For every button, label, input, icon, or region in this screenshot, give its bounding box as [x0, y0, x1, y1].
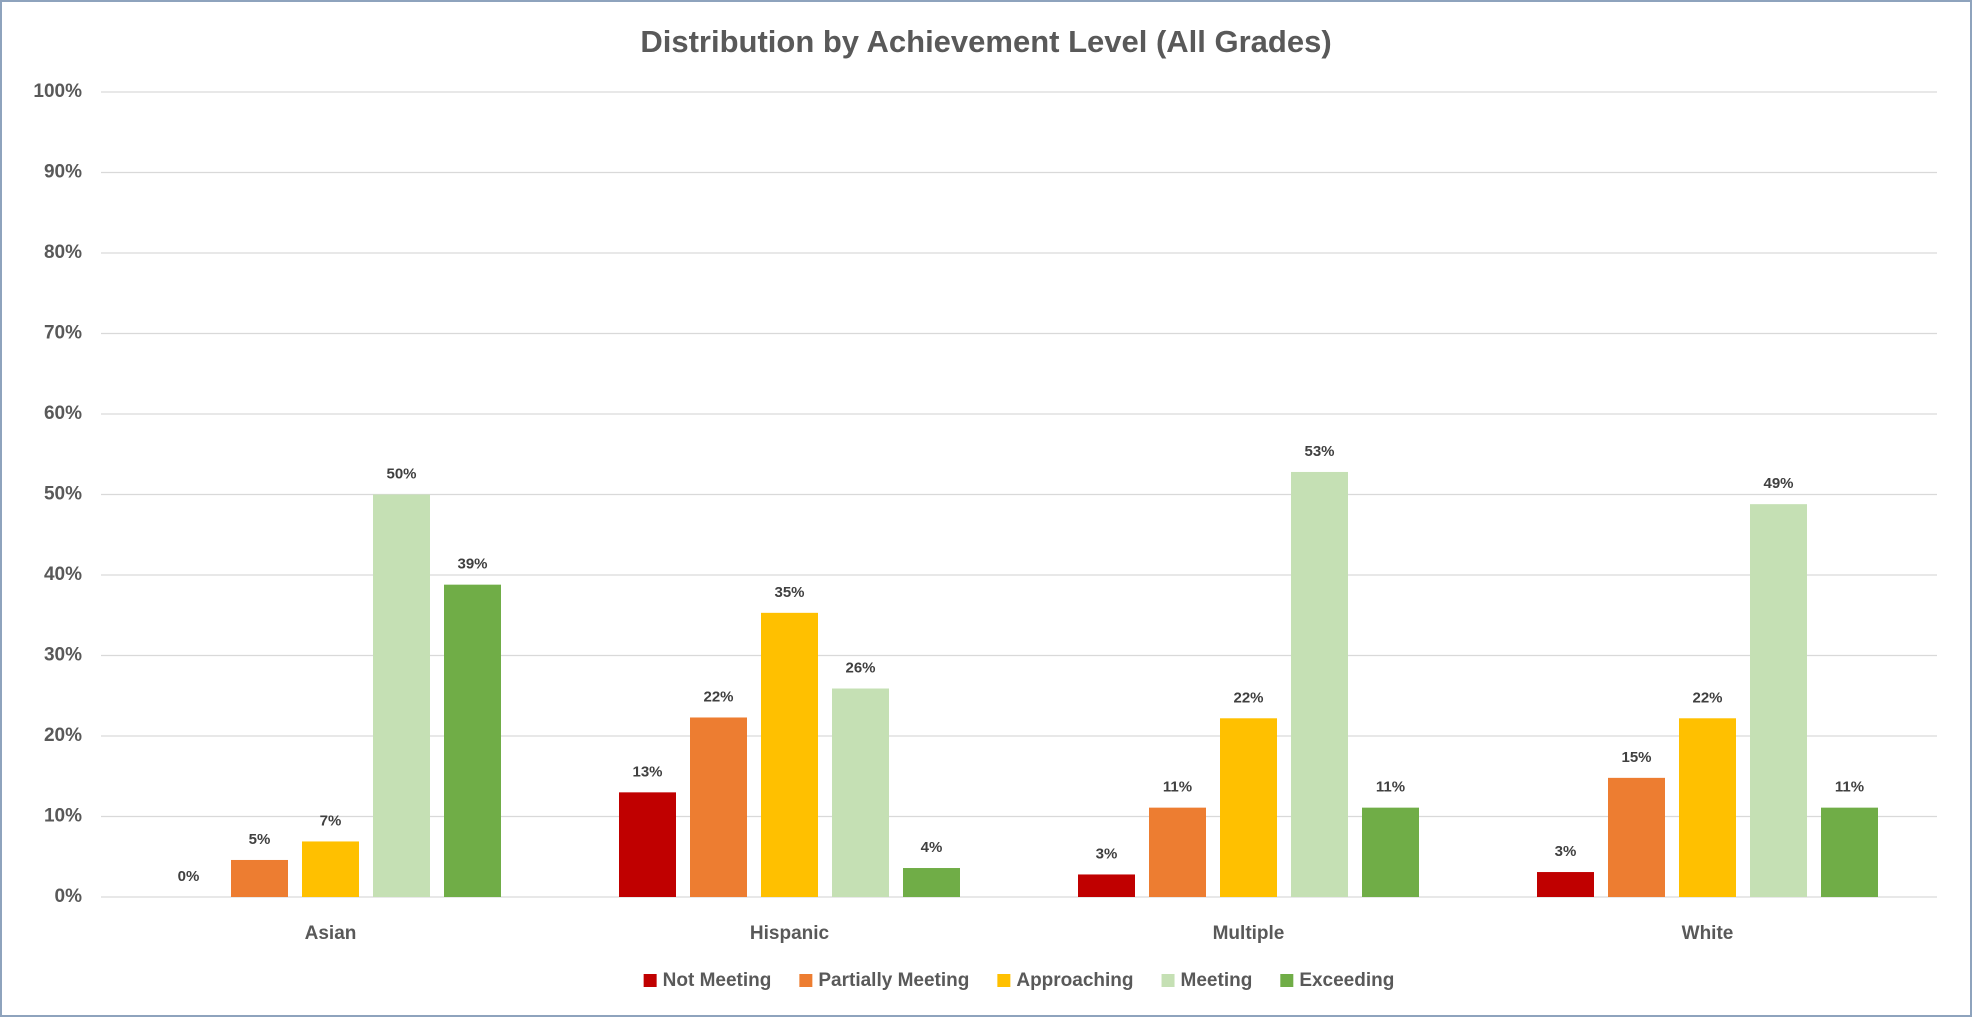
y-tick-label: 100% [33, 81, 82, 102]
data-label: 35% [774, 584, 804, 601]
bar [302, 841, 359, 897]
data-label: 5% [249, 831, 271, 848]
legend-swatch [799, 974, 813, 987]
data-label: 11% [1835, 779, 1864, 796]
bar [1608, 777, 1665, 897]
x-tick-label: White [1682, 923, 1734, 944]
bar [1821, 807, 1878, 897]
y-tick-label: 0% [55, 886, 83, 907]
y-tick-label: 80% [44, 242, 82, 263]
legend-label: Exceeding [1299, 970, 1394, 991]
data-label: 11% [1376, 779, 1405, 796]
data-label: 50% [386, 465, 416, 482]
y-tick-label: 70% [44, 323, 82, 344]
bar [903, 868, 960, 897]
y-tick-label: 50% [44, 484, 82, 505]
bar [1149, 807, 1206, 897]
data-label: 39% [457, 556, 487, 573]
data-label: 3% [1555, 843, 1577, 860]
y-tick-label: 30% [44, 645, 82, 666]
data-label: 0% [178, 868, 200, 885]
data-label: 15% [1621, 749, 1651, 766]
data-label: 11% [1163, 779, 1192, 796]
x-tick-label: Asian [305, 923, 357, 944]
bar [1537, 872, 1594, 897]
data-label: 13% [632, 763, 662, 780]
legend-label: Approaching [1016, 970, 1133, 991]
legend-label: Partially Meeting [818, 970, 969, 991]
legend-swatch [643, 974, 657, 987]
y-tick-label: 10% [44, 806, 82, 827]
y-tick-label: 60% [44, 403, 82, 424]
bar [1291, 471, 1348, 897]
legend-swatch [1161, 974, 1175, 987]
bar [690, 717, 747, 897]
data-label: 4% [921, 839, 943, 856]
y-tick-label: 40% [44, 564, 82, 585]
legend-swatch [1280, 974, 1294, 987]
legend-swatch [997, 974, 1011, 987]
x-tick-label: Hispanic [750, 923, 830, 944]
bar [1078, 874, 1135, 897]
data-label: 22% [703, 688, 733, 705]
data-label: 22% [1692, 689, 1722, 706]
chart-title: Distribution by Achievement Level (All G… [640, 24, 1331, 59]
y-tick-label: 20% [44, 725, 82, 746]
y-tick-label: 90% [44, 162, 82, 183]
bar [373, 494, 430, 897]
bar [761, 612, 818, 897]
x-tick-label: Multiple [1213, 923, 1285, 944]
data-label: 3% [1096, 845, 1118, 862]
bar [1362, 807, 1419, 897]
bar [444, 584, 501, 897]
data-label: 22% [1233, 689, 1263, 706]
data-label: 53% [1304, 443, 1334, 460]
legend-label: Meeting [1181, 970, 1253, 991]
bar [619, 792, 676, 897]
bar [1750, 504, 1807, 897]
data-label: 49% [1763, 475, 1793, 492]
bar [231, 859, 288, 897]
legend-label: Not Meeting [663, 970, 772, 991]
bar [832, 688, 889, 897]
data-label: 7% [320, 812, 342, 829]
bar [1679, 718, 1736, 897]
bar [1220, 718, 1277, 897]
data-label: 26% [845, 659, 875, 676]
